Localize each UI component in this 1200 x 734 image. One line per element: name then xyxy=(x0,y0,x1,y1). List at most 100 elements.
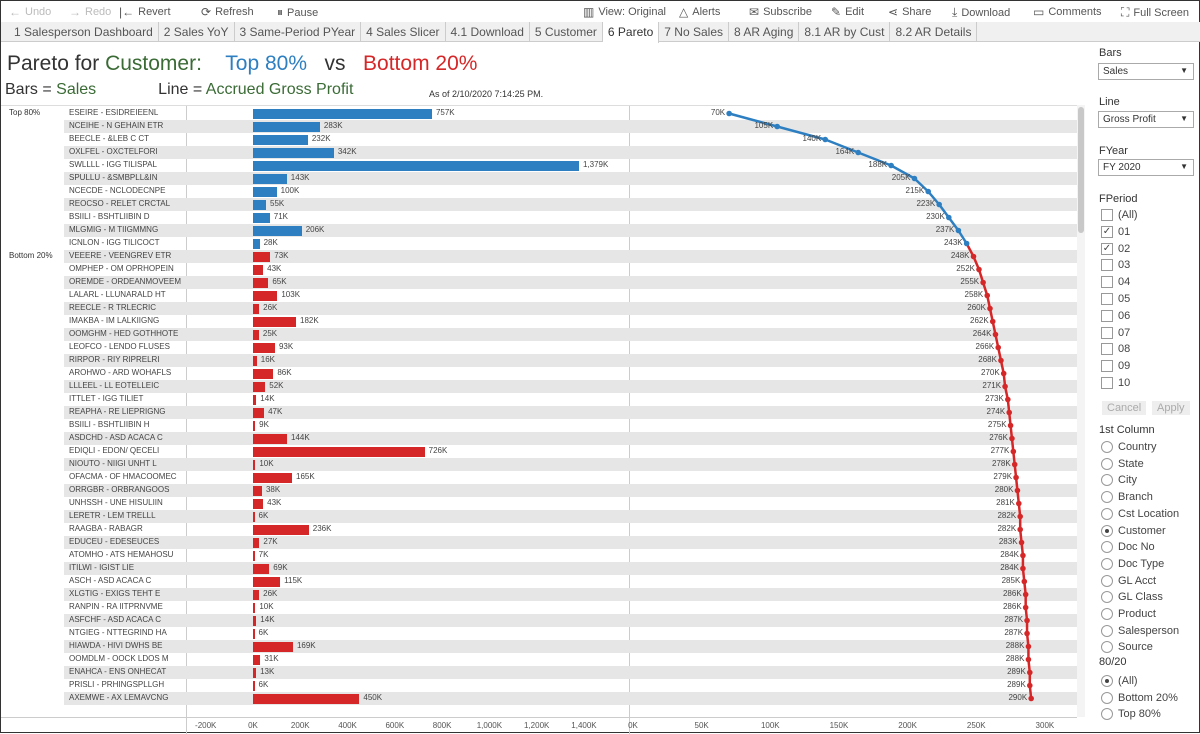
sales-bar[interactable] xyxy=(253,694,360,704)
line-point[interactable] xyxy=(1028,695,1034,702)
sales-bar[interactable] xyxy=(253,668,257,678)
sales-bar[interactable] xyxy=(253,642,293,652)
line-point[interactable] xyxy=(984,292,991,299)
column-option-gl-acct[interactable]: GL Acct xyxy=(1101,574,1156,587)
sales-bar[interactable] xyxy=(253,395,257,405)
tab-1-salesperson-dashboard[interactable]: 1 Salesperson Dashboard xyxy=(9,22,159,42)
redo-button[interactable]: → Redo xyxy=(69,5,111,19)
pause-button[interactable]: ⏸ Pause xyxy=(277,5,318,20)
sales-bar[interactable] xyxy=(253,577,281,587)
sales-bar[interactable] xyxy=(253,590,260,600)
subscribe-button[interactable]: ✉ Subscribe xyxy=(749,5,812,19)
checkbox-icon[interactable] xyxy=(1101,293,1113,305)
share-button[interactable]: ⋖ Share xyxy=(888,5,931,19)
line-point[interactable] xyxy=(998,357,1004,364)
sales-bar[interactable] xyxy=(253,499,264,509)
sales-bar[interactable] xyxy=(253,603,256,613)
download-button[interactable]: ⤓ Download xyxy=(952,5,1010,20)
sales-bar[interactable] xyxy=(253,200,266,210)
bars-select[interactable]: Sales ▼ xyxy=(1098,63,1194,80)
fperiod-option-07[interactable]: 07 xyxy=(1101,326,1130,339)
checkbox-icon[interactable] xyxy=(1101,276,1113,289)
sales-bar[interactable] xyxy=(253,434,288,444)
sales-bar[interactable] xyxy=(253,304,260,314)
radio-icon[interactable] xyxy=(1101,691,1113,704)
line-point[interactable] xyxy=(1005,396,1011,403)
radio-icon[interactable] xyxy=(1101,624,1113,637)
view-button[interactable]: ▥ View: Original xyxy=(583,5,666,19)
line-point[interactable] xyxy=(976,266,982,273)
sales-bar[interactable] xyxy=(253,655,261,665)
radio-icon[interactable] xyxy=(1101,507,1113,520)
sales-bar[interactable] xyxy=(253,135,308,145)
fperiod-option-05[interactable]: 05 xyxy=(1101,293,1130,305)
line-point[interactable] xyxy=(989,318,996,325)
column-option-doc-no[interactable]: Doc No xyxy=(1101,541,1155,554)
sales-bar[interactable] xyxy=(253,629,255,639)
checkbox-icon[interactable] xyxy=(1101,209,1113,221)
line-point[interactable] xyxy=(1024,630,1030,637)
radio-icon[interactable] xyxy=(1101,641,1113,654)
alerts-button[interactable]: △ Alerts xyxy=(679,5,720,19)
radio-icon[interactable] xyxy=(1101,457,1113,470)
line-point[interactable] xyxy=(1006,409,1013,416)
tab-4-1-download[interactable]: 4.1 Download xyxy=(446,22,530,42)
line-point[interactable] xyxy=(888,162,894,169)
line-point[interactable] xyxy=(945,214,952,221)
line-point[interactable] xyxy=(1011,461,1018,468)
line-point[interactable] xyxy=(911,175,918,182)
line-point[interactable] xyxy=(855,149,861,156)
checkbox-checked-icon[interactable]: ✓ xyxy=(1101,242,1113,255)
sales-bar[interactable] xyxy=(253,148,334,158)
sales-bar[interactable] xyxy=(253,473,292,483)
line-point[interactable] xyxy=(1022,591,1029,598)
tab-8-2-ar-details[interactable]: 8.2 AR Details xyxy=(890,22,978,42)
line-point[interactable] xyxy=(1025,656,1032,663)
checkbox-icon[interactable] xyxy=(1101,309,1113,322)
sales-bar[interactable] xyxy=(253,564,270,574)
tab-2-sales-yoy[interactable]: 2 Sales YoY xyxy=(159,22,235,42)
line-point[interactable] xyxy=(1020,565,1026,572)
apply-button[interactable]: Apply xyxy=(1152,401,1190,415)
column-option-cst-location[interactable]: Cst Location xyxy=(1101,507,1179,520)
split-option-all[interactable]: (All) xyxy=(1101,675,1138,687)
column-option-salesperson[interactable]: Salesperson xyxy=(1101,624,1179,637)
tab-8-1-ar-by-cust[interactable]: 8.1 AR by Cust xyxy=(799,22,891,42)
fperiod-option-all[interactable]: (All) xyxy=(1101,209,1138,221)
sales-bar[interactable] xyxy=(253,213,270,223)
radio-icon[interactable] xyxy=(1101,541,1113,554)
line-point[interactable] xyxy=(822,136,829,143)
checkbox-icon[interactable] xyxy=(1101,326,1113,339)
line-point[interactable] xyxy=(1010,448,1017,455)
tab-3-same-period-pyear[interactable]: 3 Same-Period PYear xyxy=(235,22,362,42)
tab-8-ar-aging[interactable]: 8 AR Aging xyxy=(729,22,800,42)
sales-bar[interactable] xyxy=(253,369,274,379)
line-point[interactable] xyxy=(1013,474,1019,481)
line-point[interactable] xyxy=(1016,500,1022,507)
sales-bar[interactable] xyxy=(253,291,278,301)
sales-bar[interactable] xyxy=(253,382,266,392)
line-point[interactable] xyxy=(1026,682,1033,689)
line-point[interactable] xyxy=(1002,383,1008,390)
chart-scrollbar[interactable] xyxy=(1077,105,1085,717)
column-option-city[interactable]: City xyxy=(1101,474,1137,487)
radio-icon[interactable] xyxy=(1101,574,1113,587)
line-point[interactable] xyxy=(1017,513,1023,520)
line-point[interactable] xyxy=(774,123,780,130)
checkbox-icon[interactable] xyxy=(1101,259,1113,272)
sales-bar[interactable] xyxy=(253,421,256,431)
sales-bar[interactable] xyxy=(253,616,257,626)
sales-bar[interactable] xyxy=(253,109,432,119)
line-point[interactable] xyxy=(1009,435,1015,442)
fperiod-option-06[interactable]: 06 xyxy=(1101,309,1130,322)
column-option-product[interactable]: Product xyxy=(1101,608,1156,620)
line-point[interactable] xyxy=(1007,422,1014,429)
radio-icon[interactable] xyxy=(1101,441,1113,453)
cancel-button[interactable]: Cancel xyxy=(1102,401,1147,415)
tab-5-customer[interactable]: 5 Customer xyxy=(530,22,603,42)
undo-button[interactable]: ← Undo xyxy=(9,5,51,19)
checkbox-icon[interactable] xyxy=(1101,343,1113,356)
line-point[interactable] xyxy=(1017,526,1023,533)
fperiod-option-10[interactable]: 10 xyxy=(1101,377,1130,389)
line-point[interactable] xyxy=(980,279,986,286)
